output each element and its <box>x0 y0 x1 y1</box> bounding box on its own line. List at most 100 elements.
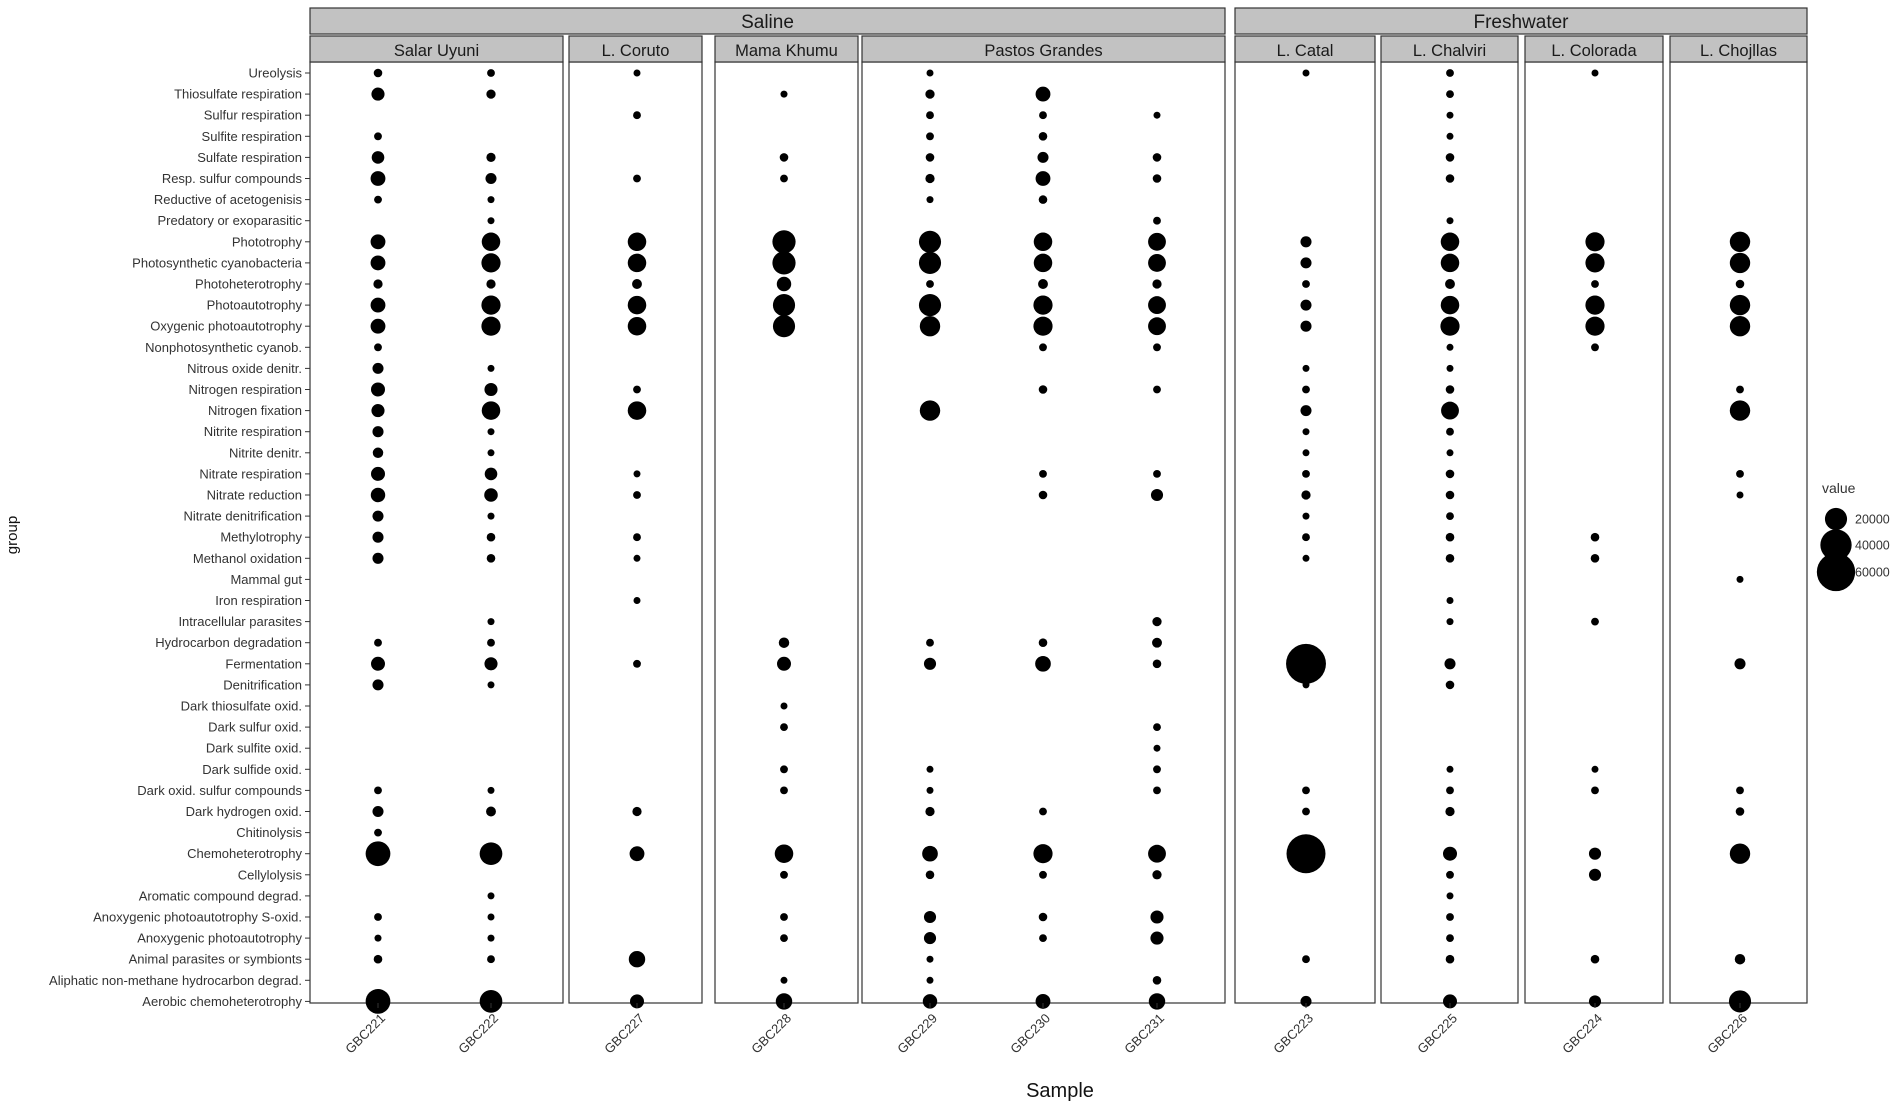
y-tick-label: Iron respiration <box>215 593 302 608</box>
y-tick-label: Photoautotrophy <box>207 298 303 313</box>
point-gbc223-methanol-oxidation <box>1302 554 1310 562</box>
point-gbc229-chemoheterotrophy <box>922 845 938 862</box>
point-gbc223-dark-hydrogen-oxid <box>1302 807 1310 816</box>
x-tick-label-gbc221: GBC221 <box>342 1011 388 1057</box>
point-gbc223-nitrate-denitrification <box>1302 512 1310 520</box>
point-gbc230-oxygenic-photoautotrophy <box>1033 316 1053 336</box>
strip-label-saline: Saline <box>741 12 794 33</box>
point-gbc225-sulfur-respiration <box>1446 111 1454 119</box>
point-gbc226-oxygenic-photoautotrophy <box>1729 316 1751 337</box>
strip-label-freshwater: Freshwater <box>1473 12 1569 33</box>
point-gbc224-dark-oxid-sulfur-compounds <box>1591 786 1599 795</box>
point-gbc231-nonphotosynthetic-cyanob <box>1153 343 1161 352</box>
point-gbc227-photosynthetic-cyanobacteria <box>627 253 647 273</box>
point-gbc223-chemoheterotrophy <box>1286 834 1326 874</box>
point-gbc225-animal-parasites-or-symbionts <box>1445 954 1455 964</box>
x-tick-label-gbc231: GBC231 <box>1121 1011 1167 1057</box>
y-tick-label: Methylotrophy <box>220 530 302 545</box>
point-gbc224-oxygenic-photoautotrophy <box>1585 316 1605 336</box>
y-tick-label: Cellylolysis <box>238 867 303 882</box>
point-gbc222-dark-hydrogen-oxid <box>486 806 496 817</box>
point-gbc231-photoautotrophy <box>1148 296 1166 315</box>
y-tick-label: Fermentation <box>225 656 302 671</box>
point-gbc227-aerobic-chemoheterotrophy <box>630 994 644 1009</box>
strip-label-l-catal: L. Catal <box>1277 42 1334 60</box>
point-gbc227-methylotrophy <box>633 533 641 542</box>
point-gbc222-nitrogen-fixation <box>481 401 501 420</box>
point-gbc221-nitrate-reduction <box>370 487 386 503</box>
point-gbc222-chemoheterotrophy <box>479 842 503 866</box>
point-gbc228-dark-oxid-sulfur-compounds <box>780 786 788 795</box>
point-gbc225-thiosulfate-respiration <box>1446 90 1454 99</box>
point-gbc228-dark-sulfur-oxid <box>780 723 788 732</box>
point-gbc221-dark-oxid-sulfur-compounds <box>374 786 382 795</box>
point-gbc228-fermentation <box>777 656 791 671</box>
y-tick-label: Phototrophy <box>232 234 303 249</box>
point-gbc224-photoautotrophy <box>1585 295 1605 315</box>
point-gbc228-sulfate-respiration <box>779 153 789 162</box>
point-gbc224-cellylolysis <box>1588 868 1602 881</box>
y-tick-label: Dark thiosulfate oxid. <box>181 699 302 714</box>
point-gbc228-dark-thiosulfate-oxid <box>780 702 788 710</box>
legend: value 20000 40000 60000 <box>1816 480 1890 592</box>
y-tick-label: Dark oxid. sulfur compounds <box>137 783 302 798</box>
y-tick-label: Anoxygenic photoautotrophy <box>137 931 302 946</box>
point-gbc225-fermentation <box>1444 658 1456 670</box>
point-gbc222-nitrite-respiration <box>487 428 495 436</box>
x-tick-label-gbc223: GBC223 <box>1270 1011 1316 1057</box>
y-tick-label: Nitrite respiration <box>204 424 302 439</box>
y-tick-label: Aerobic chemoheterotrophy <box>142 994 302 1009</box>
point-gbc221-nitrogen-respiration <box>371 382 385 397</box>
point-gbc223-denitrification <box>1302 681 1310 689</box>
point-gbc228-chemoheterotrophy <box>774 844 794 863</box>
point-gbc229-animal-parasites-or-symbionts <box>926 955 934 963</box>
point-gbc226-aerobic-chemoheterotrophy <box>1728 990 1752 1013</box>
point-gbc222-resp-sulfur-compounds <box>485 172 497 185</box>
point-gbc222-dark-oxid-sulfur-compounds <box>487 786 495 794</box>
point-gbc226-chemoheterotrophy <box>1729 843 1751 864</box>
strip-mama-khumu <box>714 35 859 63</box>
y-tick-label: Mammal gut <box>230 572 302 587</box>
point-gbc228-resp-sulfur-compounds <box>780 174 788 183</box>
point-gbc224-methylotrophy <box>1590 532 1600 542</box>
point-gbc226-nitrogen-fixation <box>1729 400 1751 421</box>
point-gbc222-photosynthetic-cyanobacteria <box>481 253 501 273</box>
point-gbc225-anoxygenic-photoautotrophy <box>1446 934 1454 943</box>
y-tick-label: Nitrate respiration <box>199 466 302 481</box>
x-tick-label-gbc224: GBC224 <box>1559 1011 1605 1057</box>
strip-label-l-colorada: L. Colorada <box>1551 42 1637 60</box>
point-gbc223-nitrogen-fixation <box>1300 405 1312 417</box>
point-gbc221-methanol-oxidation <box>372 552 384 564</box>
point-gbc224-aerobic-chemoheterotrophy <box>1588 995 1602 1008</box>
point-gbc227-resp-sulfur-compounds <box>633 174 641 183</box>
y-tick-label: Denitrification <box>223 677 302 692</box>
point-gbc227-chemoheterotrophy <box>629 846 645 862</box>
y-tick-label: Intracellular parasites <box>178 614 302 629</box>
point-gbc223-fermentation <box>1286 643 1326 684</box>
x-tick-label-gbc228: GBC228 <box>748 1011 794 1057</box>
point-gbc223-nitrite-denitr <box>1302 449 1310 457</box>
point-gbc230-nitrogen-respiration <box>1038 385 1048 394</box>
point-gbc222-nitrogen-respiration <box>484 382 498 397</box>
point-gbc231-dark-sulfide-oxid <box>1153 765 1161 774</box>
point-gbc228-dark-sulfide-oxid <box>780 765 788 774</box>
y-tick-label: Ureolysis <box>249 66 303 81</box>
point-gbc231-chemoheterotrophy <box>1148 844 1166 863</box>
panel-bg-l-coruto <box>569 62 702 1003</box>
point-gbc224-dark-sulfide-oxid <box>1591 765 1599 773</box>
point-gbc228-photoheterotrophy <box>776 276 792 292</box>
point-gbc229-fermentation <box>923 657 937 670</box>
y-axis-title: group <box>4 516 21 554</box>
point-gbc228-anoxygenic-photoautotrophy <box>780 934 788 943</box>
point-gbc231-anoxygenic-photoautotrophy-s-oxid <box>1150 910 1164 924</box>
point-gbc226-fermentation <box>1734 658 1746 670</box>
point-gbc231-aerobic-chemoheterotrophy <box>1148 993 1166 1010</box>
strip-l-coruto <box>568 35 703 63</box>
point-gbc221-nitrogen-fixation <box>371 404 385 418</box>
point-gbc221-sulfate-respiration <box>371 151 385 164</box>
point-gbc222-nitrous-oxide-denitr <box>487 364 495 372</box>
point-gbc227-dark-hydrogen-oxid <box>632 806 642 817</box>
point-gbc225-dark-sulfide-oxid <box>1446 765 1454 773</box>
point-gbc223-nitrous-oxide-denitr <box>1302 364 1310 372</box>
point-gbc222-animal-parasites-or-symbionts <box>487 955 495 964</box>
